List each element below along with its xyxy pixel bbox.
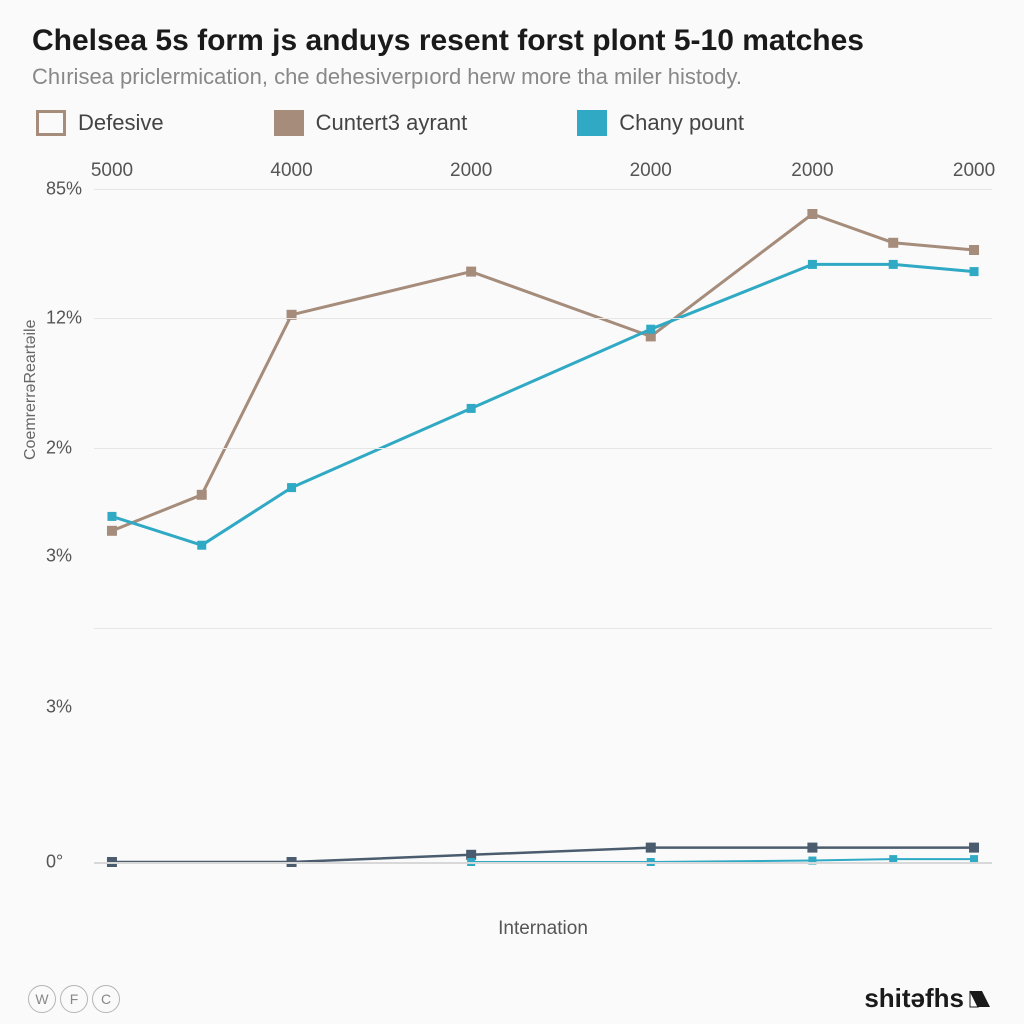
legend-label: Cuntert3 ayrant — [316, 110, 468, 136]
series-marker-bottom-dark — [646, 843, 656, 853]
plot-container: Internation 85%12%2%3%3%0°50004000200020… — [94, 160, 992, 880]
y-tick-label: 2% — [46, 438, 72, 459]
legend-swatch — [36, 110, 66, 136]
y-tick-label: 3% — [46, 697, 72, 718]
legend-item-2: Chany pount — [577, 110, 744, 136]
gridline — [94, 189, 992, 190]
series-marker-chany — [808, 260, 817, 269]
chart-title: Chelsea 5s form js anduys resent forst p… — [32, 24, 992, 58]
social-button-f[interactable]: F — [60, 985, 88, 1013]
series-marker-chany — [287, 483, 296, 492]
x-tick-label: 2000 — [944, 160, 1004, 182]
series-line-defesive — [112, 214, 974, 531]
y-axis-label: CoemrerrəReartəile — [22, 320, 40, 461]
brand-logo: shitəfhs — [864, 983, 992, 1014]
series-marker-defesive — [466, 267, 476, 277]
series-marker-bottom-dark — [969, 843, 979, 853]
gridline — [94, 862, 992, 864]
chart-legend: Defesive Cuntert3 ayrant Chany pount — [32, 110, 992, 136]
series-marker-defesive — [107, 526, 117, 536]
plot-svg — [94, 160, 992, 880]
chart-area: CoemrerrəReartəile Internation 85%12%2%3… — [32, 160, 992, 880]
series-marker-chany — [197, 541, 206, 550]
series-marker-chany — [107, 512, 116, 521]
y-tick-label: 0° — [46, 852, 63, 873]
x-axis-label: Internation — [498, 918, 588, 940]
brand-icon — [968, 987, 992, 1011]
series-marker-chany — [889, 260, 898, 269]
gridline — [94, 318, 992, 319]
series-marker-defesive — [807, 209, 817, 219]
series-marker-chany — [970, 267, 979, 276]
x-tick-label: 2000 — [441, 160, 501, 182]
series-marker-defesive — [969, 245, 979, 255]
legend-label: Chany pount — [619, 110, 744, 136]
x-tick-label: 4000 — [262, 160, 322, 182]
series-marker-bottom-dark — [807, 843, 817, 853]
series-marker-defesive — [888, 238, 898, 248]
series-marker-chany — [646, 325, 655, 334]
series-marker-defesive — [197, 490, 207, 500]
y-tick-label: 12% — [46, 308, 82, 329]
legend-swatch — [274, 110, 304, 136]
social-button-c[interactable]: C — [92, 985, 120, 1013]
chart-subtitle: Chırisea priclermication, che dehesiverp… — [32, 64, 992, 90]
chart-footer: WFC shitəfhs — [28, 983, 992, 1014]
x-tick-label: 2000 — [782, 160, 842, 182]
series-marker-chany — [467, 404, 476, 413]
legend-item-1: Cuntert3 ayrant — [274, 110, 468, 136]
legend-swatch — [577, 110, 607, 136]
gridline — [94, 628, 992, 629]
series-line-chany — [112, 264, 974, 545]
y-tick-label: 85% — [46, 178, 82, 199]
x-tick-label: 2000 — [621, 160, 681, 182]
legend-item-0: Defesive — [36, 110, 164, 136]
y-tick-label: 3% — [46, 546, 72, 567]
social-buttons: WFC — [28, 985, 120, 1013]
gridline — [94, 448, 992, 449]
social-button-w[interactable]: W — [28, 985, 56, 1013]
brand-name: shitəfhs — [864, 983, 964, 1014]
x-tick-label: 5000 — [82, 160, 142, 182]
legend-label: Defesive — [78, 110, 164, 136]
